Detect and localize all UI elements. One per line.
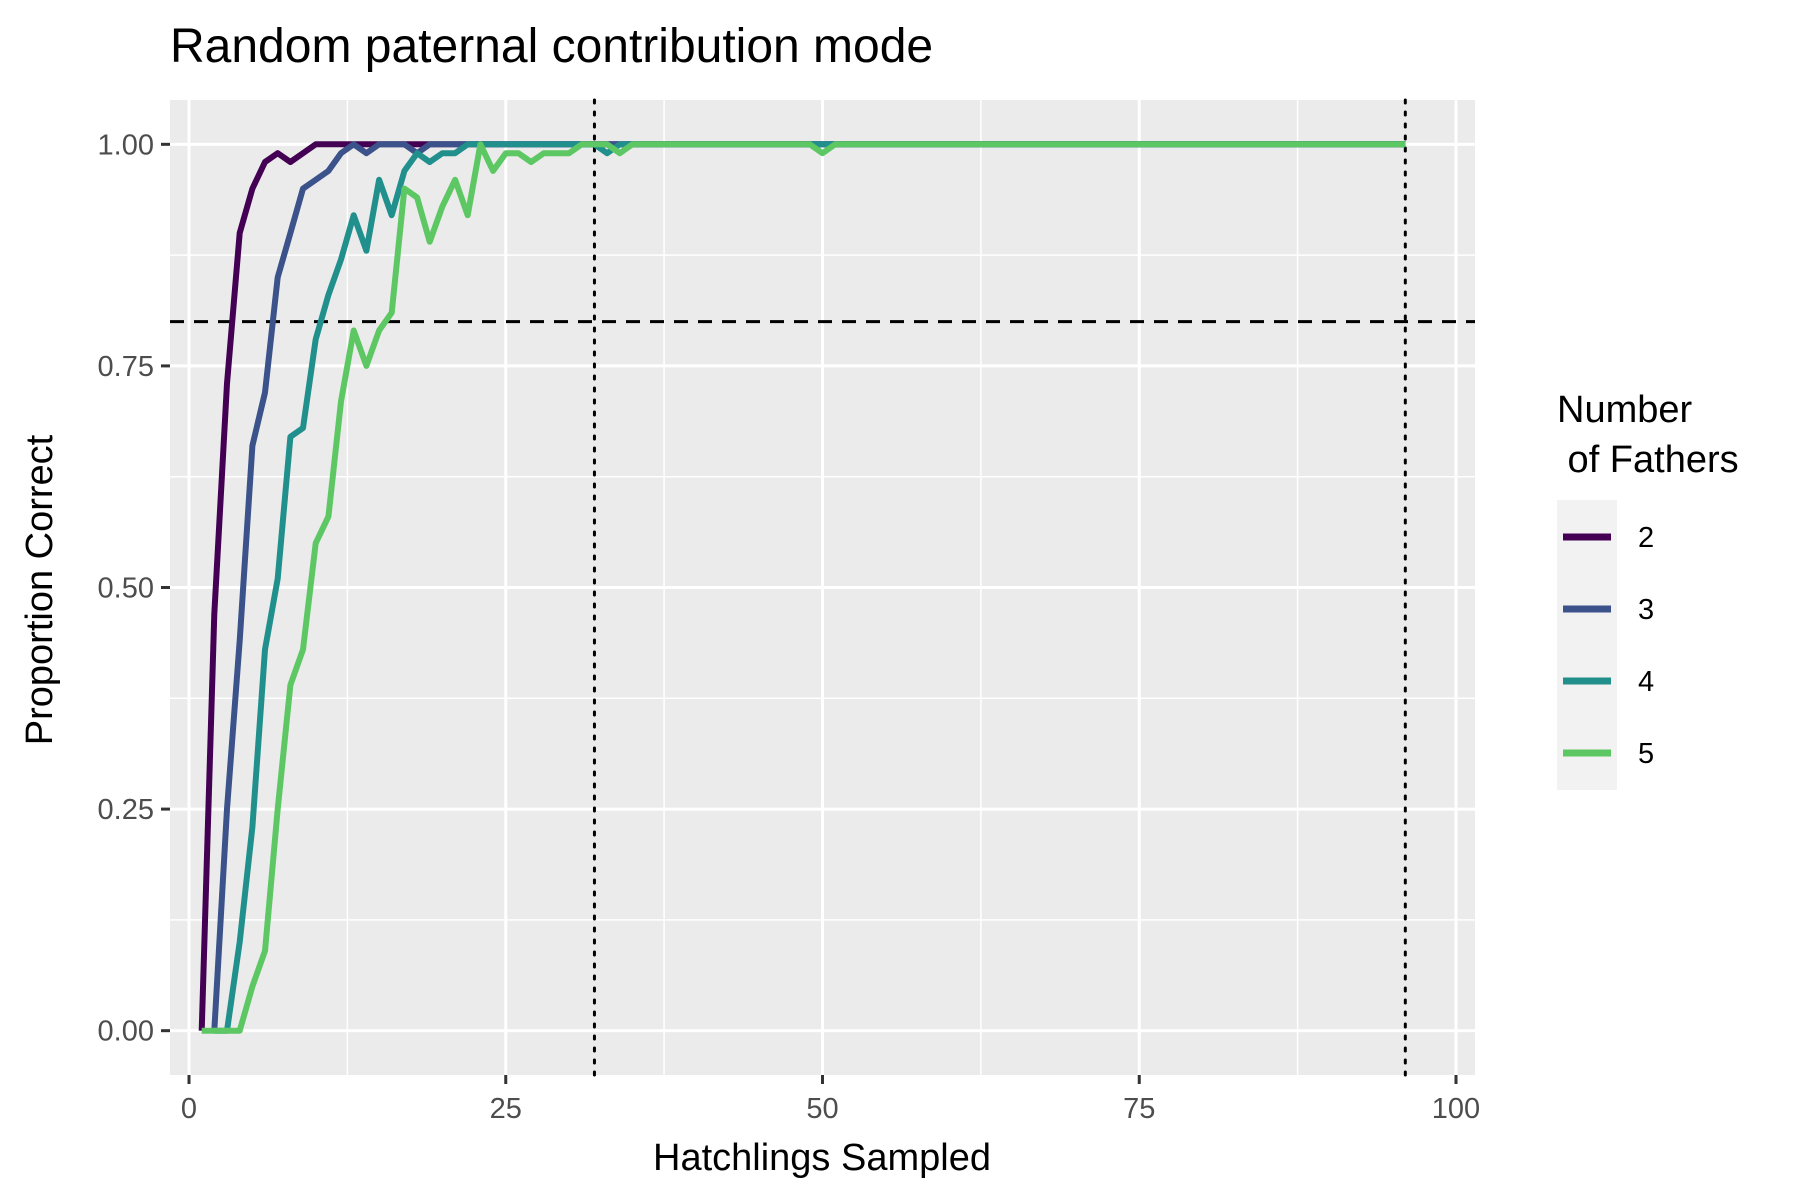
legend-key-background — [1557, 500, 1617, 790]
y-tick-label: 0.25 — [98, 794, 154, 826]
legend-title-line-1: Number — [1557, 389, 1692, 431]
series-line-5 — [201, 141, 1406, 1034]
x-tick-label: 25 — [490, 1093, 522, 1125]
legend-label-5: 5 — [1638, 738, 1654, 770]
chart-title: Random paternal contribution mode — [170, 20, 933, 73]
legend-items: 2 3 4 5 — [1563, 522, 1654, 770]
y-axis: 0.00 0.25 0.50 0.75 1.00 — [98, 129, 170, 1048]
y-tick-label: 0.00 — [98, 1016, 154, 1048]
x-tick-label: 75 — [1123, 1093, 1155, 1125]
y-axis-title: Proportion Correct — [19, 434, 61, 745]
y-tick-label: 0.50 — [98, 573, 154, 605]
x-tick-label: 100 — [1432, 1093, 1480, 1125]
y-tick-label: 0.75 — [98, 351, 154, 383]
x-tick-label: 0 — [181, 1093, 197, 1125]
series-line-3 — [211, 141, 1406, 1031]
legend-label-4: 4 — [1638, 666, 1654, 698]
legend-label-2: 2 — [1638, 522, 1654, 554]
legend: Number of Fathers 2 3 4 5 — [1557, 389, 1739, 790]
x-axis-title: Hatchlings Sampled — [653, 1137, 991, 1179]
series-line-2 — [198, 141, 1406, 1031]
x-axis: 0 25 50 75 100 — [181, 1075, 1480, 1125]
y-tick-label: 1.00 — [98, 129, 154, 161]
x-tick-label: 50 — [806, 1093, 838, 1125]
series-layer — [198, 141, 1406, 1034]
legend-title-line-2: of Fathers — [1557, 439, 1739, 481]
legend-label-3: 3 — [1638, 594, 1654, 626]
